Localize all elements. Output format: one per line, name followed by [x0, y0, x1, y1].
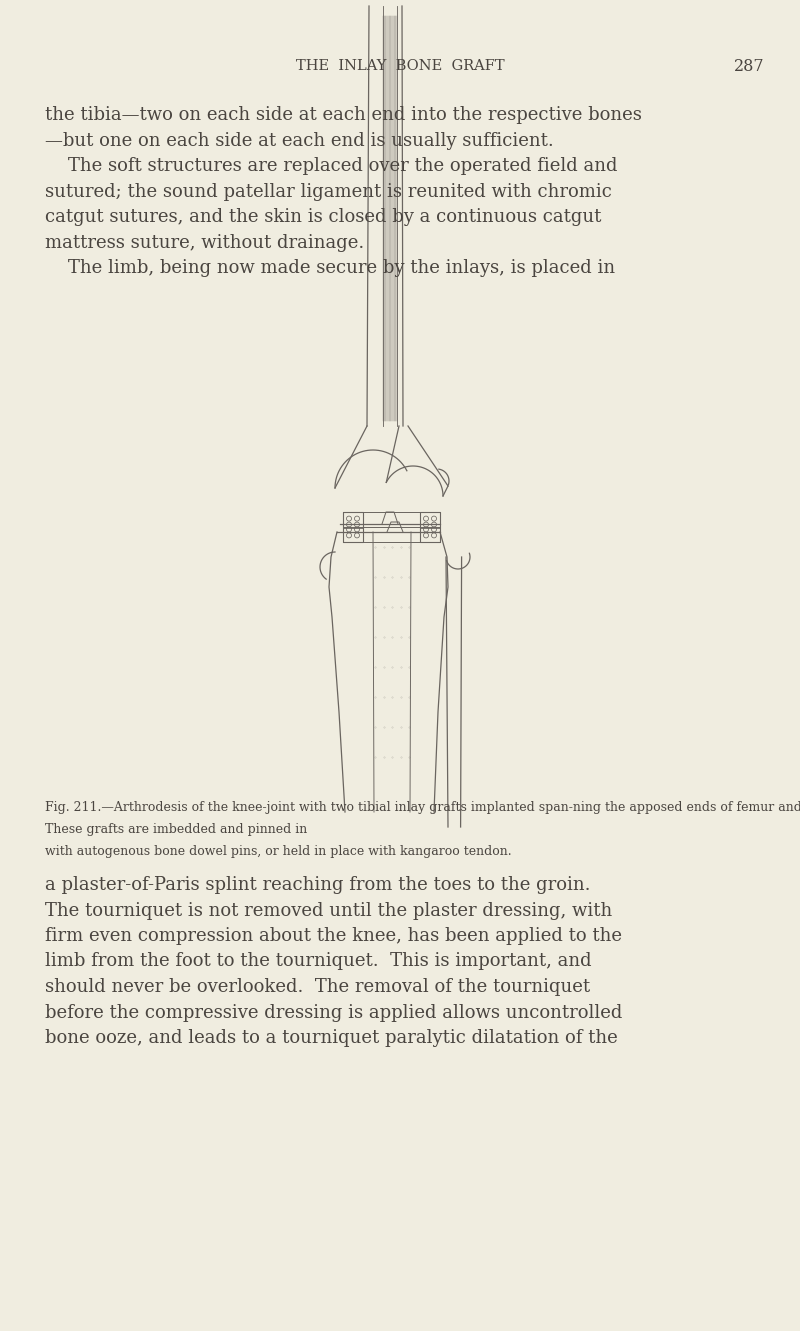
Text: bone ooze, and leads to a tourniquet paralytic dilatation of the: bone ooze, and leads to a tourniquet par… — [45, 1029, 618, 1047]
Text: catgut sutures, and the skin is closed by a continuous catgut: catgut sutures, and the skin is closed b… — [45, 208, 602, 226]
Text: the tibia—two on each side at each end into the respective bones: the tibia—two on each side at each end i… — [45, 106, 642, 124]
Text: 287: 287 — [734, 57, 765, 75]
Text: with autogenous bone dowel pins, or held in place with kangaroo tendon.: with autogenous bone dowel pins, or held… — [45, 845, 512, 858]
Text: before the compressive dressing is applied allows uncontrolled: before the compressive dressing is appli… — [45, 1004, 622, 1021]
Text: mattress suture, without drainage.: mattress suture, without drainage. — [45, 233, 364, 252]
Bar — [343, 512, 363, 542]
Text: a plaster-of-Paris splint reaching from the toes to the groin.: a plaster-of-Paris splint reaching from … — [45, 876, 590, 894]
Text: limb from the foot to the tourniquet.  This is important, and: limb from the foot to the tourniquet. Th… — [45, 953, 592, 970]
Text: These grafts are imbedded and pinned in: These grafts are imbedded and pinned in — [45, 823, 307, 836]
Text: firm even compression about the knee, has been applied to the: firm even compression about the knee, ha… — [45, 926, 622, 945]
Text: Fig. 211.—Arthrodesis of the knee-joint with two tibial inlay grafts implanted s: Fig. 211.—Arthrodesis of the knee-joint … — [45, 801, 800, 815]
Text: —but one on each side at each end is usually sufficient.: —but one on each side at each end is usu… — [45, 132, 554, 149]
Bar — [420, 512, 440, 542]
Text: The soft structures are replaced over the operated field and: The soft structures are replaced over th… — [45, 157, 618, 174]
Text: The limb, being now made secure by the inlays, is placed in: The limb, being now made secure by the i… — [45, 260, 615, 277]
Text: The tourniquet is not removed until the plaster dressing, with: The tourniquet is not removed until the … — [45, 901, 612, 920]
Text: sutured; the sound patellar ligament is reunited with chromic: sutured; the sound patellar ligament is … — [45, 182, 612, 201]
Text: should never be overlooked.  The removal of the tourniquet: should never be overlooked. The removal … — [45, 978, 590, 996]
Text: THE  INLAY  BONE  GRAFT: THE INLAY BONE GRAFT — [296, 59, 504, 73]
